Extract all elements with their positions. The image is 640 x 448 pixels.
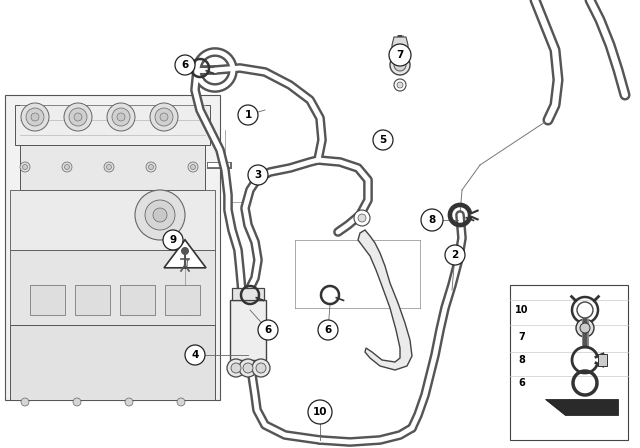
Text: 8: 8 bbox=[518, 355, 525, 365]
Circle shape bbox=[107, 103, 135, 131]
Circle shape bbox=[354, 210, 370, 226]
Polygon shape bbox=[10, 190, 215, 250]
Circle shape bbox=[397, 82, 403, 88]
Text: 4: 4 bbox=[191, 350, 198, 360]
Circle shape bbox=[373, 130, 393, 150]
Circle shape bbox=[238, 105, 258, 125]
Text: 6: 6 bbox=[264, 325, 271, 335]
Polygon shape bbox=[392, 37, 408, 51]
Circle shape bbox=[163, 230, 183, 250]
Polygon shape bbox=[20, 145, 205, 190]
Text: 6: 6 bbox=[324, 325, 332, 335]
Circle shape bbox=[358, 214, 366, 222]
Polygon shape bbox=[164, 240, 206, 268]
Polygon shape bbox=[10, 250, 215, 325]
Polygon shape bbox=[30, 285, 65, 315]
Polygon shape bbox=[232, 288, 264, 300]
Circle shape bbox=[31, 113, 39, 121]
Circle shape bbox=[64, 103, 92, 131]
Circle shape bbox=[112, 108, 130, 126]
Circle shape bbox=[22, 164, 28, 169]
Circle shape bbox=[106, 164, 111, 169]
Text: 2: 2 bbox=[451, 250, 459, 260]
Circle shape bbox=[21, 103, 49, 131]
Circle shape bbox=[394, 59, 406, 71]
Circle shape bbox=[135, 190, 185, 240]
Text: 10: 10 bbox=[515, 305, 529, 315]
Circle shape bbox=[191, 164, 195, 169]
Circle shape bbox=[421, 209, 443, 231]
Circle shape bbox=[390, 55, 410, 75]
Circle shape bbox=[258, 320, 278, 340]
Circle shape bbox=[125, 398, 133, 406]
Text: 7: 7 bbox=[396, 50, 404, 60]
Circle shape bbox=[252, 359, 270, 377]
Circle shape bbox=[185, 345, 205, 365]
Polygon shape bbox=[10, 325, 215, 400]
Circle shape bbox=[117, 113, 125, 121]
Text: 9: 9 bbox=[170, 235, 177, 245]
Polygon shape bbox=[545, 399, 618, 415]
Circle shape bbox=[248, 165, 268, 185]
Circle shape bbox=[227, 359, 245, 377]
Polygon shape bbox=[230, 300, 266, 360]
Text: 7: 7 bbox=[518, 332, 525, 342]
Circle shape bbox=[318, 320, 338, 340]
Text: 10: 10 bbox=[313, 407, 327, 417]
Circle shape bbox=[73, 398, 81, 406]
Circle shape bbox=[181, 247, 189, 255]
Polygon shape bbox=[75, 285, 110, 315]
Polygon shape bbox=[358, 230, 412, 370]
Polygon shape bbox=[120, 285, 155, 315]
Circle shape bbox=[389, 44, 411, 66]
Circle shape bbox=[153, 208, 167, 222]
Circle shape bbox=[65, 164, 70, 169]
Circle shape bbox=[150, 103, 178, 131]
Circle shape bbox=[445, 245, 465, 265]
Circle shape bbox=[155, 108, 173, 126]
Circle shape bbox=[21, 398, 29, 406]
Circle shape bbox=[239, 359, 257, 377]
Polygon shape bbox=[510, 285, 628, 440]
Circle shape bbox=[231, 363, 241, 373]
Polygon shape bbox=[15, 105, 210, 145]
Polygon shape bbox=[165, 285, 200, 315]
Text: 3: 3 bbox=[254, 170, 262, 180]
Text: 1: 1 bbox=[244, 110, 252, 120]
Text: 8: 8 bbox=[428, 215, 436, 225]
Polygon shape bbox=[5, 95, 220, 400]
Circle shape bbox=[394, 79, 406, 91]
Circle shape bbox=[175, 55, 195, 75]
Circle shape bbox=[576, 319, 594, 337]
Circle shape bbox=[74, 113, 82, 121]
Circle shape bbox=[104, 162, 114, 172]
Text: 6: 6 bbox=[518, 378, 525, 388]
Circle shape bbox=[20, 162, 30, 172]
Circle shape bbox=[243, 363, 253, 373]
Circle shape bbox=[62, 162, 72, 172]
Circle shape bbox=[69, 108, 87, 126]
Circle shape bbox=[256, 363, 266, 373]
Circle shape bbox=[308, 400, 332, 424]
Circle shape bbox=[26, 108, 44, 126]
Circle shape bbox=[146, 162, 156, 172]
Circle shape bbox=[148, 164, 154, 169]
Text: 5: 5 bbox=[380, 135, 387, 145]
Text: ∬: ∬ bbox=[181, 259, 189, 269]
Polygon shape bbox=[598, 354, 607, 366]
Circle shape bbox=[160, 113, 168, 121]
Circle shape bbox=[145, 200, 175, 230]
Circle shape bbox=[580, 323, 590, 333]
Circle shape bbox=[188, 162, 198, 172]
Circle shape bbox=[177, 398, 185, 406]
Text: 6: 6 bbox=[181, 60, 189, 70]
